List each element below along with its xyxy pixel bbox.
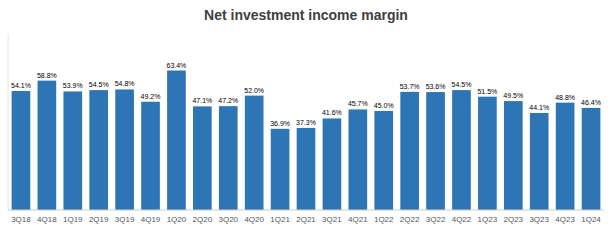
- bar: [478, 97, 497, 210]
- data-label: 46.4%: [581, 99, 601, 106]
- bar: [504, 101, 523, 210]
- x-axis-line: [8, 210, 604, 211]
- data-label: 45.7%: [348, 100, 368, 107]
- bar: [193, 106, 212, 210]
- data-label: 48.8%: [555, 94, 575, 101]
- x-tick-label: 4Q23: [555, 215, 575, 224]
- data-label: 44.1%: [529, 104, 549, 111]
- x-tick-label: 2Q22: [400, 215, 420, 224]
- bar: [452, 90, 471, 210]
- data-label: 54.1%: [11, 82, 31, 89]
- data-label: 49.2%: [141, 93, 161, 100]
- bar: [374, 111, 393, 210]
- bars: [12, 71, 601, 210]
- bar: [141, 102, 160, 210]
- x-tick-label: 1Q21: [270, 215, 290, 224]
- x-tick-label: 3Q22: [426, 215, 446, 224]
- bar: [426, 92, 445, 210]
- bar: [348, 109, 367, 210]
- x-tick-label: 3Q20: [218, 215, 238, 224]
- x-tick-label: 2Q21: [296, 215, 316, 224]
- data-label: 41.6%: [322, 109, 342, 116]
- x-tick-label: 4Q19: [141, 215, 161, 224]
- data-label: 54.8%: [115, 80, 135, 87]
- y-axis-line: [8, 34, 9, 210]
- x-tick-label: 1Q20: [167, 215, 187, 224]
- bar: [556, 103, 575, 210]
- data-label: 52.0%: [244, 87, 264, 94]
- data-label: 37.3%: [296, 119, 316, 126]
- data-label: 58.8%: [37, 72, 57, 79]
- x-tick-label: 2Q19: [89, 215, 109, 224]
- data-label: 53.6%: [426, 83, 446, 90]
- bar: [323, 118, 342, 210]
- x-tick-label: 1Q23: [478, 215, 498, 224]
- chart-container: Net investment income margin 54.1% 58.8% 53…: [0, 0, 612, 234]
- x-tick-label: 3Q21: [322, 215, 342, 224]
- data-label: 47.1%: [192, 97, 212, 104]
- x-tick-label: 3Q23: [529, 215, 549, 224]
- x-tick-label: 4Q18: [37, 215, 57, 224]
- data-label: 45.0%: [374, 102, 394, 109]
- data-label: 36.9%: [270, 120, 290, 127]
- bar: [115, 89, 134, 210]
- data-label: 51.5%: [477, 88, 497, 95]
- data-label: 63.4%: [167, 62, 187, 69]
- x-tick-label: 3Q19: [115, 215, 135, 224]
- x-tick-label: 2Q23: [504, 215, 524, 224]
- bar: [582, 108, 601, 210]
- chart-title: Net investment income margin: [204, 7, 408, 23]
- data-label: 54.5%: [452, 81, 472, 88]
- x-tick-label: 1Q22: [374, 215, 394, 224]
- x-tick-label: 4Q22: [452, 215, 472, 224]
- x-tick-label: 4Q20: [244, 215, 264, 224]
- x-tick-label: 1Q19: [63, 215, 83, 224]
- chart-svg: Net investment income margin 54.1% 58.8% 53…: [0, 0, 612, 234]
- bar: [271, 129, 290, 210]
- bar: [297, 128, 316, 210]
- data-label: 54.5%: [89, 81, 109, 88]
- bar: [167, 71, 186, 210]
- data-label: 53.7%: [400, 83, 420, 90]
- bar: [38, 81, 57, 210]
- bar: [400, 92, 419, 210]
- bar: [245, 96, 264, 210]
- bar: [63, 91, 82, 210]
- bar: [219, 106, 238, 210]
- bar: [530, 113, 549, 210]
- data-label: 47.2%: [218, 97, 238, 104]
- bar: [12, 91, 31, 210]
- data-label: 53.9%: [63, 82, 83, 89]
- x-tick-label: 1Q24: [581, 215, 601, 224]
- x-tick-label: 4Q21: [348, 215, 368, 224]
- data-label: 49.5%: [503, 92, 523, 99]
- x-tick-label: 2Q20: [193, 215, 213, 224]
- x-tick-label: 3Q18: [11, 215, 31, 224]
- bar: [89, 90, 108, 210]
